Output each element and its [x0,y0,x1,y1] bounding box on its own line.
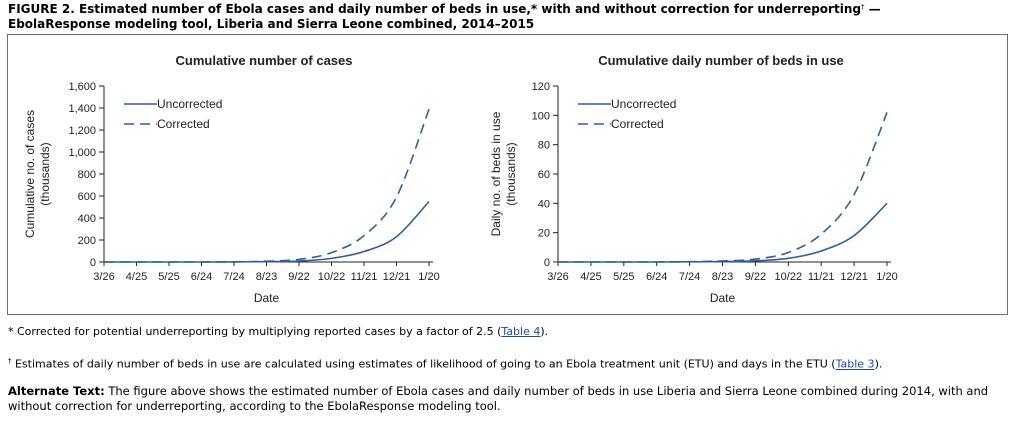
alternate-text: Alternate Text: The figure above shows t… [8,384,1013,414]
figure-title-line2: EbolaResponse modeling tool, Liberia and… [8,17,535,31]
x-tick-label: 7/24 [679,271,700,283]
y-tick-label: 120 [532,81,550,93]
title-dash: — [864,2,881,16]
x-tick-label: 1/20 [418,271,439,283]
legend-label-corrected: Corrected [611,117,664,131]
chart-title: Cumulative number of cases [176,53,353,68]
dagger-mark: † [860,3,865,11]
x-tick-label: 12/21 [383,271,411,283]
y-tick-label: 80 [538,140,550,152]
chart-title: Cumulative daily number of beds in use [598,53,844,68]
table4-link[interactable]: Table 4 [501,325,541,338]
legend-label-corrected: Corrected [157,117,210,131]
series-line-uncorrected [557,202,888,263]
x-tick-label: 5/25 [158,271,179,283]
x-tick-label: 5/25 [613,271,634,283]
y-tick-label: 40 [538,198,550,210]
figure-title-line1: FIGURE 2. Estimated number of Ebola case… [8,2,861,16]
x-tick-label: 6/24 [191,271,212,283]
table3-link[interactable]: Table 3 [835,357,875,371]
x-tick-label: 10/22 [318,271,346,283]
y-axis-title: Cumulative no. of cases [23,110,37,238]
alternate-text-label: Alternate Text: [8,384,105,398]
footnote-dagger: † Estimates of daily number of beds in u… [8,354,1013,372]
x-tick-label: 3/26 [93,271,114,283]
y-axis-title: Daily no. of beds in use [489,111,503,236]
figure-title: FIGURE 2. Estimated number of Ebola case… [8,2,1013,32]
y-tick-label: 600 [78,191,96,203]
y-tick-label: 800 [78,169,96,181]
footnote-star: * Corrected for potential underreporting… [8,325,1013,339]
x-tick-label: 9/22 [288,271,309,283]
chart-panel-cases: Cumulative number of cases 0 200 400 600 800 1… [8,35,488,314]
chart-cases: Cumulative number of cases 0 200 400 600 800 1… [23,53,440,305]
x-tick-label: 6/24 [646,271,667,283]
footnote-dagger-mark: † [8,357,12,365]
y-axis-subtitle: (thousands) [38,142,52,205]
chart-beds: Cumulative daily number of beds in use 0 2… [489,53,898,305]
figure-box: Cumulative number of cases 0 200 400 600 800 1… [7,34,1008,315]
y-tick-label: 400 [78,213,96,225]
x-axis-title: Date [710,291,736,305]
y-tick-label: 100 [532,110,550,122]
x-tick-label: 4/25 [580,271,601,283]
chart-panel-beds: Cumulative daily number of beds in use 0 2… [478,35,1003,314]
series-line-corrected [557,112,888,263]
y-tick-label: 60 [538,169,550,181]
series-line-uncorrected [103,200,430,263]
footnote-star-end: ). [540,325,549,338]
legend-label-uncorrected: Uncorrected [611,97,676,111]
y-tick-label: 1,400 [68,103,96,115]
y-tick-label: 0 [90,257,96,269]
series-line-corrected [103,108,430,263]
y-tick-label: 1,000 [68,147,96,159]
x-tick-label: 11/21 [351,271,378,283]
x-tick-label: 3/26 [547,271,568,283]
footnote-dagger-end: ). [874,357,883,371]
x-tick-label: 1/20 [876,271,897,283]
x-tick-label: 11/21 [808,271,835,283]
y-tick-label: 20 [538,228,550,240]
y-tick-label: 1,200 [68,125,96,137]
footnote-dagger-text: Estimates of daily number of beds in use… [11,357,836,371]
x-axis-title: Date [254,291,280,305]
x-tick-label: 4/25 [126,271,147,283]
x-tick-label: 7/24 [223,271,244,283]
x-tick-label: 12/21 [840,271,868,283]
y-tick-label: 200 [78,235,96,247]
x-tick-label: 10/22 [775,271,803,283]
alternate-text-body: The figure above shows the estimated num… [8,384,989,413]
x-tick-label: 8/23 [256,271,277,283]
y-tick-label: 0 [544,257,550,269]
y-tick-label: 1,600 [68,81,96,93]
legend-label-uncorrected: Uncorrected [157,97,222,111]
x-tick-label: 9/22 [745,271,766,283]
y-axis-subtitle: (thousands) [504,142,518,205]
footnote-star-text: * Corrected for potential underreporting… [8,325,502,338]
x-tick-label: 8/23 [712,271,733,283]
